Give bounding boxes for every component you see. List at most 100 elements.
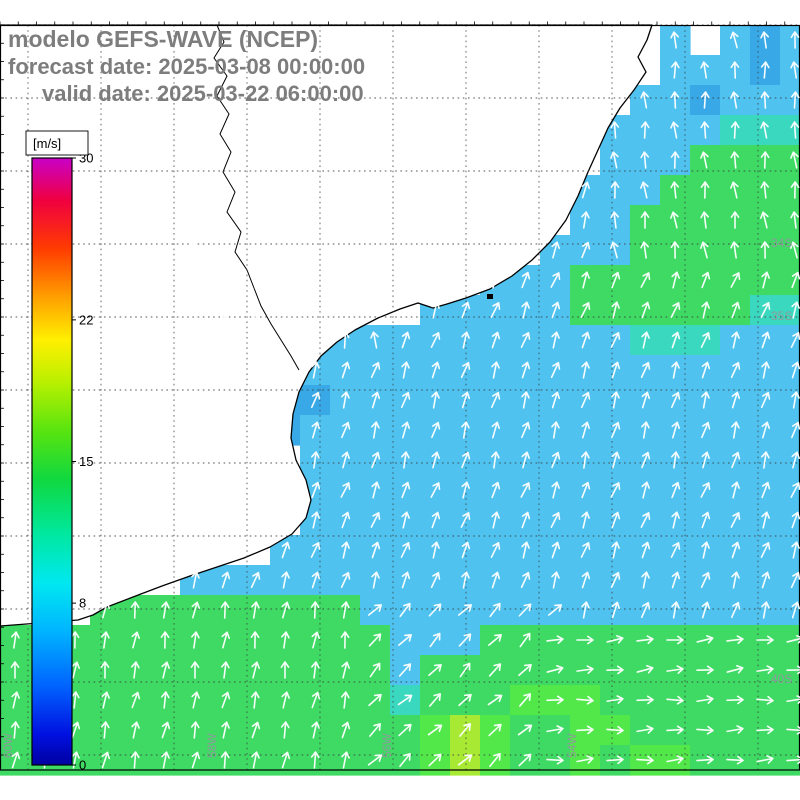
wind-arrow: [281, 631, 290, 649]
wind-arrow: [190, 241, 199, 259]
wind-arrow: [429, 632, 441, 648]
wind-arrow: [251, 601, 260, 619]
wind-arrow: [458, 693, 472, 707]
wind-arrow: [671, 571, 681, 589]
wind-arrow: [610, 151, 619, 169]
wind-arrow: [310, 301, 320, 319]
wind-arrow: [341, 421, 351, 439]
field-cell: [780, 625, 800, 656]
wind-arrow: [790, 91, 800, 109]
wind-arrow: [341, 601, 350, 619]
wind-arrow: [280, 661, 290, 679]
wind-arrow: [731, 571, 740, 589]
wind-arrow: [428, 753, 442, 767]
wind-arrow: [670, 302, 681, 318]
wind-arrow: [431, 451, 441, 469]
wind-arrow: [131, 631, 141, 649]
wind-arrow: [696, 635, 714, 644]
wind-arrow: [190, 721, 200, 739]
wind-arrow: [701, 271, 711, 289]
wind-arrow: [641, 301, 651, 319]
field-cell: [780, 355, 800, 386]
wind-arrow: [11, 751, 21, 769]
wind-arrow: [371, 481, 380, 499]
wind-arrow: [311, 421, 321, 439]
colorbar-unit-box: [25, 130, 89, 156]
wind-arrow: [251, 721, 261, 739]
wind-arrow: [399, 752, 411, 768]
wind-arrow: [760, 181, 770, 199]
wind-arrow: [576, 665, 594, 674]
wind-arrow: [491, 421, 501, 439]
wind-arrow: [101, 691, 110, 709]
wind-arrow: [761, 451, 770, 469]
wind-arrow: [726, 635, 744, 645]
wind-arrow: [701, 541, 710, 559]
field-cell: [780, 295, 800, 326]
wind-arrow: [610, 121, 620, 139]
wind-arrow: [280, 721, 290, 739]
colorbar-gradient: [31, 157, 73, 766]
wind-arrow: [280, 301, 290, 319]
wind-arrow: [250, 631, 260, 649]
wind-arrow: [790, 151, 799, 169]
wind-arrow: [400, 391, 411, 409]
wind-arrow: [461, 391, 471, 409]
field-cell: [780, 265, 800, 296]
wind-arrow: [636, 664, 654, 674]
wind-arrow: [670, 391, 681, 409]
wind-arrow: [311, 631, 321, 649]
wind-arrow: [490, 542, 501, 558]
wind-arrow: [340, 331, 350, 349]
wind-arrow: [311, 721, 320, 739]
wind-arrow: [791, 511, 800, 529]
wind-arrow: [606, 695, 624, 704]
wind-arrow: [700, 332, 711, 348]
wind-arrow: [70, 631, 80, 649]
wind-arrow: [519, 632, 531, 648]
wind-arrow: [190, 661, 200, 679]
wind-arrow: [551, 331, 560, 349]
wind-arrow: [401, 481, 411, 499]
wind-arrow: [726, 725, 744, 734]
wind-arrow: [761, 571, 771, 589]
wind-arrow: [790, 61, 799, 79]
wind-arrow: [10, 721, 20, 739]
wind-arrow: [521, 301, 530, 319]
wind-arrow: [760, 211, 769, 229]
wind-arrow: [700, 151, 709, 169]
wind-arrow: [521, 511, 531, 529]
wind-arrow: [71, 661, 80, 679]
wind-arrow: [610, 571, 621, 589]
wind-arrow: [341, 451, 351, 469]
wind-arrow: [488, 723, 502, 737]
wind-arrow: [491, 361, 500, 379]
field-cell: [780, 535, 800, 566]
wind-arrow: [606, 635, 624, 644]
wind-arrow: [340, 631, 350, 649]
map-labels-layer: 34S 35S 40S 60W 58W 56W 54W: [1, 236, 792, 758]
wind-arrow: [641, 541, 651, 559]
wind-arrow: [761, 481, 771, 499]
wind-arrow: [610, 332, 621, 348]
wind-arrow: [580, 302, 591, 318]
wind-arrow: [191, 631, 200, 649]
wind-arrow: [400, 542, 411, 558]
wind-arrow: [731, 541, 741, 559]
wind-arrow: [791, 421, 800, 439]
wind-arrow: [576, 695, 594, 705]
wind-arrow: [640, 91, 649, 109]
model-title-line: modelo GEFS-WAVE (NCEP): [8, 26, 319, 52]
wind-arrow: [521, 391, 530, 409]
wind-arrow: [431, 361, 441, 379]
wind-arrow: [368, 633, 382, 647]
field-cell: [780, 235, 800, 266]
wind-arrow: [161, 661, 170, 679]
wind-arrow: [521, 271, 531, 289]
wind-arrow: [640, 211, 650, 229]
wind-arrow: [581, 451, 590, 469]
wind-arrow: [398, 663, 412, 677]
wind-arrow: [611, 451, 621, 469]
wind-arrow: [670, 211, 679, 229]
